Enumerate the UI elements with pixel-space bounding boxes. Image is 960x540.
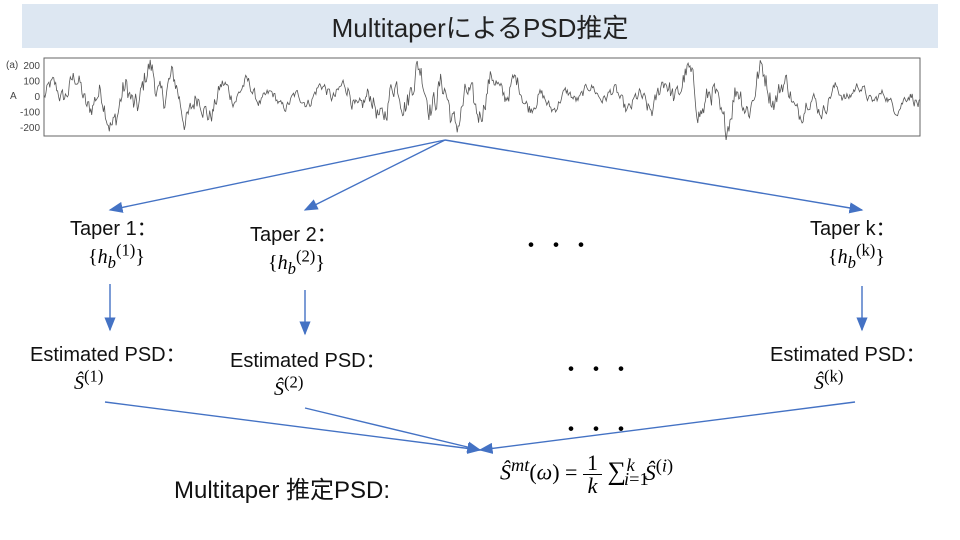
psd-title: Estimated PSD：	[230, 344, 386, 373]
ytick-label: -200	[20, 123, 40, 134]
psd-formula: Ŝ(1)	[74, 372, 103, 394]
arrow	[305, 140, 445, 210]
arrow	[445, 140, 862, 210]
taper-formula: {hb(k)}	[828, 246, 885, 268]
ellipsis-tapers: ・・・	[520, 228, 595, 260]
ytick-label: 0	[34, 92, 40, 103]
panel-label: (a)	[6, 60, 18, 71]
taper-title: Taper k：	[810, 212, 896, 241]
psd-formula: Ŝ(k)	[814, 372, 843, 394]
ytick-label: -100	[20, 108, 40, 119]
ytick-label: 100	[23, 77, 40, 88]
taper-title: Taper 1：	[70, 212, 157, 241]
slide-title: MultitaperによるPSD推定	[332, 8, 629, 45]
psd-formula-wrap: Ŝ(2)	[274, 372, 303, 401]
arrow	[110, 140, 445, 210]
result-formula: Ŝmt(ω) = 1k ∑i=1kŜ(i)	[500, 452, 673, 497]
psd-formula-wrap: Ŝ(k)	[814, 366, 843, 395]
ellipsis-psd: ・・・	[560, 352, 635, 384]
taper-title: Taper 2：	[250, 218, 337, 247]
arrow	[105, 402, 480, 450]
signal-trace	[44, 60, 920, 140]
ellipsis-fanin: ・・・	[560, 412, 635, 444]
taper-formula: {hb(2)}	[268, 252, 325, 274]
taper-formula-wrap: {hb(2)}	[268, 246, 325, 279]
taper-formula-wrap: {hb(1)}	[88, 240, 145, 273]
psd-formula: Ŝ(2)	[274, 378, 303, 400]
taper-formula-wrap: {hb(k)}	[828, 240, 885, 273]
arrow	[480, 402, 855, 450]
psd-title: Estimated PSD：	[30, 338, 186, 367]
ytick-label: 200	[23, 61, 40, 72]
psd-title: Estimated PSD：	[770, 338, 926, 367]
slide-title-bar: MultitaperによるPSD推定	[22, 4, 938, 48]
result-label: Multitaper 推定PSD:	[174, 470, 390, 505]
taper-formula: {hb(1)}	[88, 246, 145, 268]
signal-plot: (a) 200 100 0 -100 -200 A	[0, 54, 924, 140]
y-axis-label: A	[10, 91, 17, 102]
psd-formula-wrap: Ŝ(1)	[74, 366, 103, 395]
arrow	[305, 408, 480, 450]
